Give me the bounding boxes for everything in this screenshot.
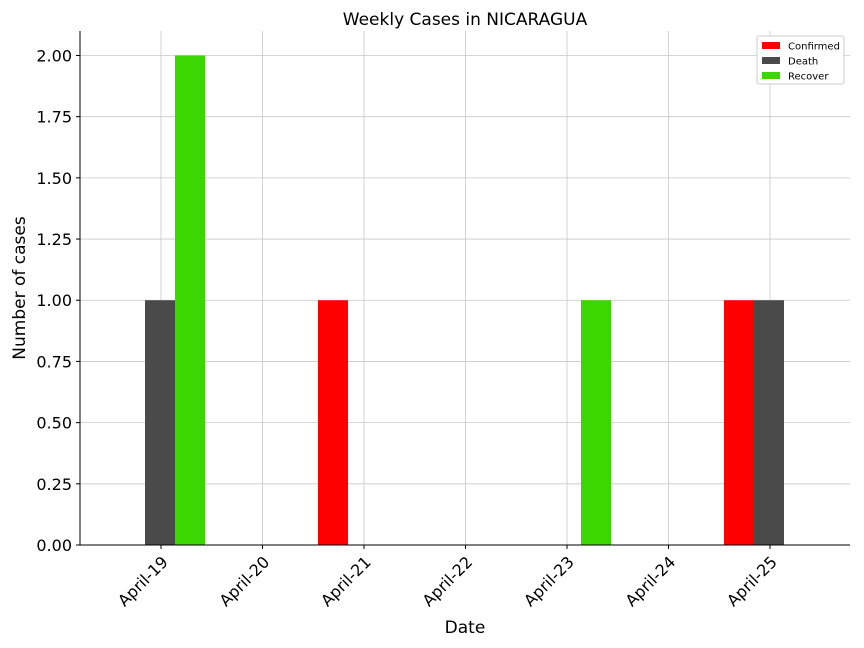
legend-label-death: Death	[788, 57, 818, 68]
bar-confirmed-april-25	[724, 300, 754, 545]
x-tick-label: April-25	[723, 552, 781, 610]
legend: Confirmed Death Recover	[756, 35, 845, 85]
y-axis-label: Number of cases	[10, 216, 30, 360]
y-tick-label: 0.75	[36, 352, 72, 371]
x-tick-label: April-21	[317, 552, 375, 610]
legend-label-confirmed: Confirmed	[788, 42, 840, 53]
y-tick-label: 2.00	[36, 46, 72, 65]
x-tick-label: April-23	[520, 552, 578, 610]
x-tick-label: April-19	[114, 552, 172, 610]
legend-label-recover: Recover	[788, 72, 829, 83]
bar-recover-april-19	[175, 55, 205, 545]
y-tick-label: 1.00	[36, 291, 72, 310]
bar-confirmed-april-21	[318, 300, 348, 545]
x-tick-label: April-22	[419, 552, 477, 610]
y-tick-label: 1.50	[36, 169, 72, 188]
x-tick-label: April-20	[216, 552, 274, 610]
legend-swatch-death	[762, 57, 780, 64]
chart-title: Weekly Cases in NICARAGUA	[343, 10, 588, 30]
legend-swatch-confirmed	[762, 42, 780, 49]
grid-lines	[80, 31, 850, 546]
x-axis-label: Date	[445, 618, 486, 638]
bar-death-april-25	[754, 300, 784, 545]
x-tick-label: April-24	[622, 552, 680, 610]
axes	[76, 31, 850, 549]
y-tick-label: 1.25	[36, 230, 72, 249]
y-tick-label: 0.25	[36, 475, 72, 494]
y-tick-label: 0.00	[36, 536, 72, 555]
bar-death-april-19	[145, 300, 175, 545]
bar-recover-april-23	[581, 300, 611, 545]
legend-swatch-recover	[762, 72, 780, 79]
y-tick-label: 0.50	[36, 414, 72, 433]
y-tick-label: 1.75	[36, 108, 72, 127]
bars-group	[145, 55, 784, 545]
